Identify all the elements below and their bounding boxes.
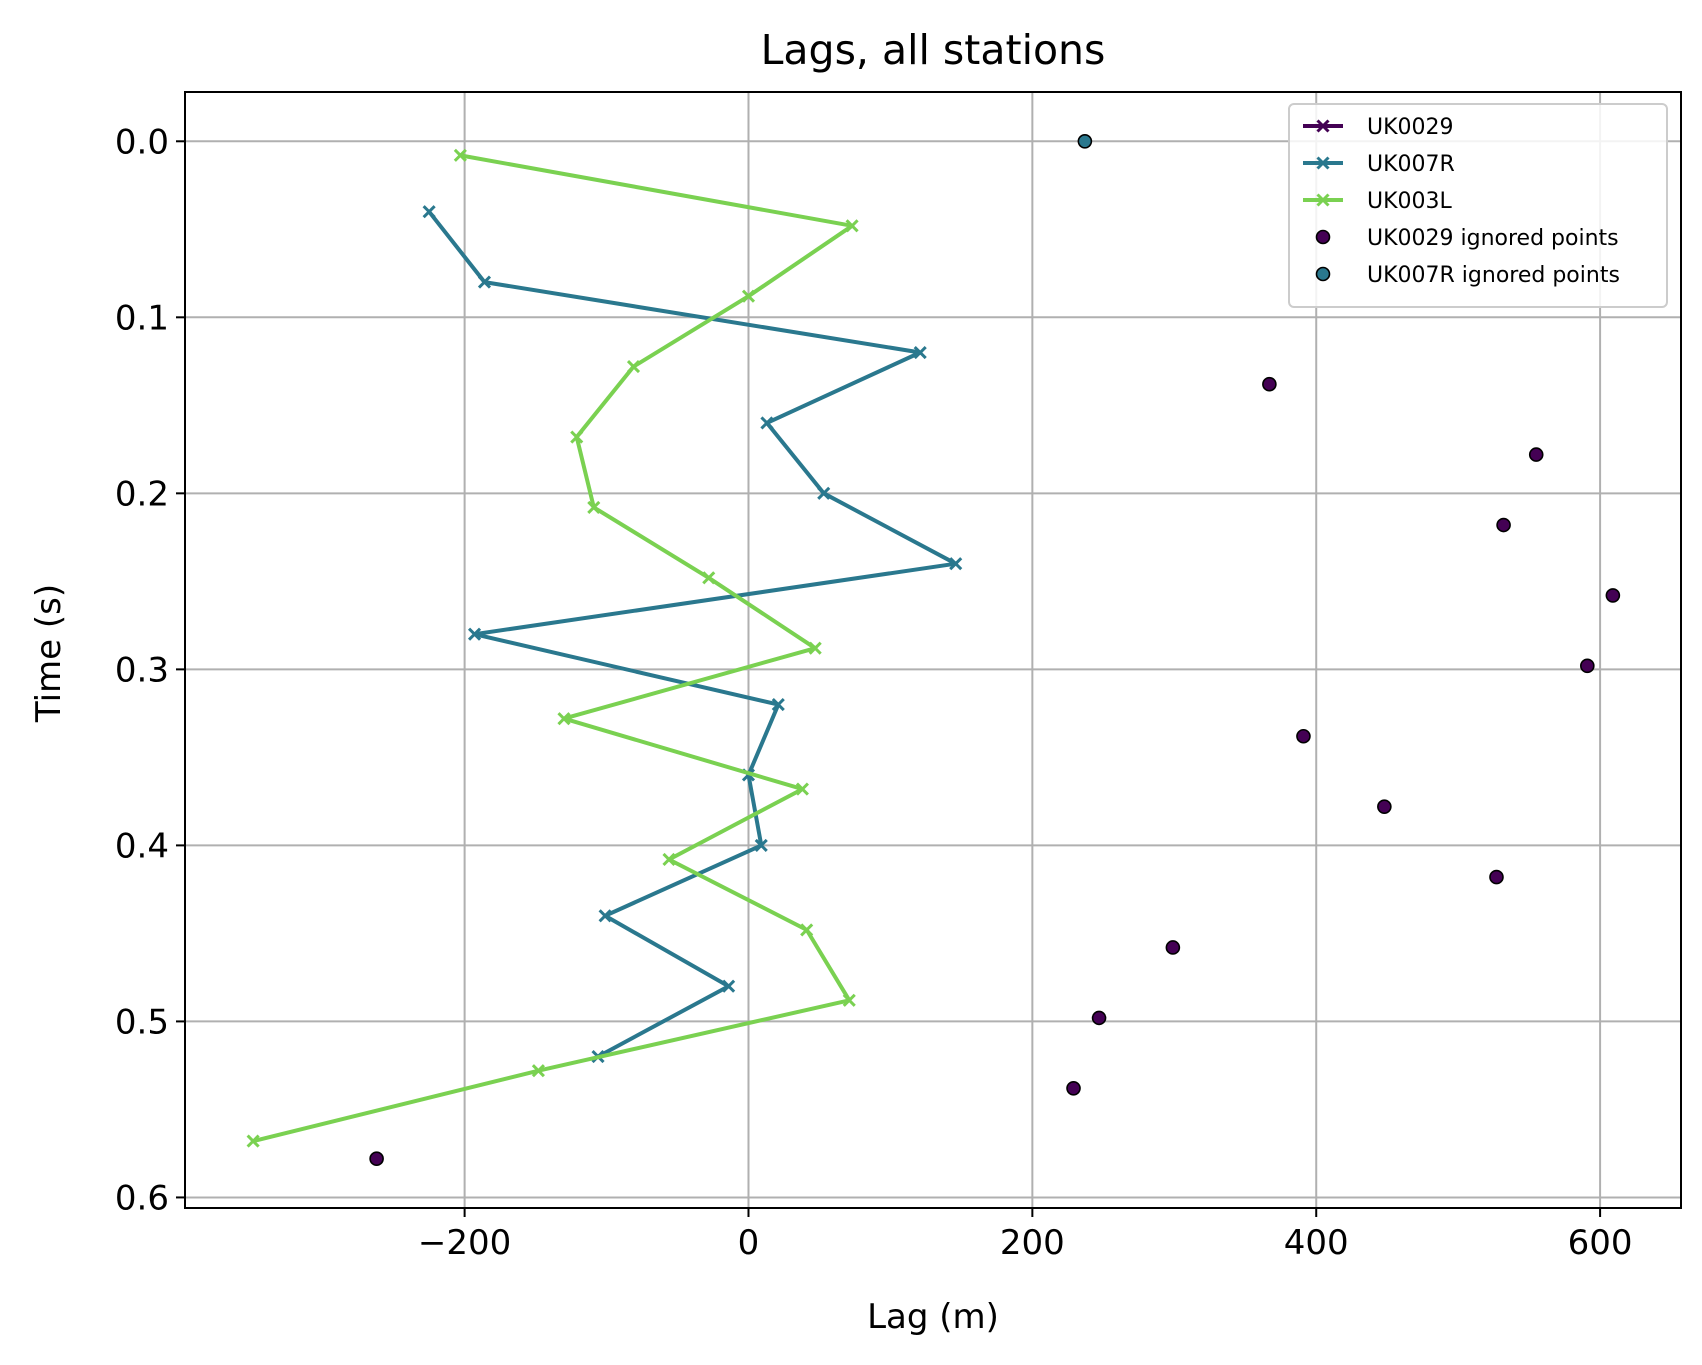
x-axis-label: Lag (m) xyxy=(867,1297,999,1337)
y-tick-label: 0.4 xyxy=(115,826,169,866)
series-line-uk003l xyxy=(251,153,855,1144)
legend-label: UK007R ignored points xyxy=(1367,263,1620,288)
y-tick-label: 0.3 xyxy=(115,650,169,690)
series-line-uk007r xyxy=(427,209,958,1059)
x-tick-label: 200 xyxy=(1000,1223,1065,1263)
data-point-marker xyxy=(800,923,814,937)
legend-marker-swatch xyxy=(1316,156,1330,170)
legend-entry-uk003l: UK003L xyxy=(1303,189,1453,214)
legend-box xyxy=(1288,103,1668,308)
series-uk007r xyxy=(422,205,963,1064)
ignored-point xyxy=(1528,447,1544,462)
data-point-marker xyxy=(626,360,641,374)
y-tick-label: 0.5 xyxy=(115,1002,169,1042)
legend-entry-uk007r: UK007R xyxy=(1303,152,1455,177)
legend-label: UK007R xyxy=(1367,152,1455,177)
data-point-marker xyxy=(741,289,756,303)
data-point-marker xyxy=(842,993,856,1007)
grid xyxy=(185,92,1681,1208)
data-point-marker xyxy=(702,571,716,585)
data-point-marker xyxy=(817,486,831,500)
y-tick-label: 0.0 xyxy=(115,122,169,162)
legend-label: UK0029 xyxy=(1367,115,1454,140)
data-point-marker xyxy=(754,838,768,852)
legend-point-swatch xyxy=(1315,229,1331,245)
y-tick-label: 0.2 xyxy=(115,474,169,514)
series-uk0029-ignored-points xyxy=(369,376,1621,1167)
data-point-marker xyxy=(795,782,809,796)
ignored-point xyxy=(369,1151,384,1167)
ignored-point xyxy=(1091,1010,1107,1026)
ignored-point xyxy=(1489,869,1504,885)
x-tick-label: 400 xyxy=(1284,1223,1349,1263)
ignored-point xyxy=(1580,658,1595,674)
series-uk007r-ignored-points xyxy=(1077,133,1093,149)
data-point-marker xyxy=(477,275,492,289)
ignored-point xyxy=(1496,517,1511,533)
legend-marker-swatch xyxy=(1316,119,1330,133)
axis-ticks: −200 0 200 400 600 0.0 0.1 0.2 0.3 0.4 0.5 0.6 xyxy=(115,122,1633,1263)
data-point-marker xyxy=(467,627,482,641)
y-tick-label: 0.1 xyxy=(115,298,169,338)
ignored-point xyxy=(1066,1081,1081,1096)
data-point-marker xyxy=(570,430,584,444)
legend-entry-uk007r-ignored-points: UK007R ignored points xyxy=(1315,263,1620,288)
ignored-point xyxy=(1605,588,1621,603)
data-point-marker xyxy=(587,500,601,514)
legend-entry-uk0029: UK0029 xyxy=(1303,115,1454,140)
ignored-point xyxy=(1262,376,1277,392)
x-tick-label: 600 xyxy=(1568,1223,1633,1263)
legend-marker-swatch xyxy=(1316,193,1330,207)
ignored-point xyxy=(1377,799,1392,814)
data-point-marker xyxy=(949,557,963,571)
legend-entry-uk0029-ignored-points: UK0029 ignored points xyxy=(1315,226,1619,251)
ignored-point xyxy=(1165,940,1181,955)
ignored-point xyxy=(1077,133,1093,149)
data-point-marker xyxy=(598,909,612,923)
x-tick-label: −200 xyxy=(418,1223,511,1263)
y-tick-label: 0.6 xyxy=(115,1178,169,1218)
legend-label: UK0029 ignored points xyxy=(1367,226,1619,251)
data-point-marker xyxy=(760,416,774,430)
data-point-marker xyxy=(246,1134,260,1148)
data-point-marker xyxy=(422,205,436,219)
data-point-marker xyxy=(453,148,467,162)
data-point-marker xyxy=(808,641,822,655)
ignored-point xyxy=(1296,728,1311,744)
data-point-marker xyxy=(662,852,676,867)
chart-title: Lags, all stations xyxy=(761,26,1106,74)
y-axis-label: Time (s) xyxy=(29,584,69,723)
data-point-marker xyxy=(913,345,927,360)
series-uk003l xyxy=(246,148,859,1148)
x-tick-label: 0 xyxy=(738,1223,760,1263)
plot-series xyxy=(246,133,1621,1167)
legend-label: UK003L xyxy=(1367,189,1453,214)
plot-frame xyxy=(184,91,1682,1209)
data-point-marker xyxy=(557,712,571,726)
data-point-marker xyxy=(722,979,736,993)
data-point-marker xyxy=(845,219,859,233)
data-point-marker xyxy=(771,698,785,712)
legend: UK0029 UK007R UK003L UK0029 ignored points U… xyxy=(1288,103,1668,308)
data-point-marker xyxy=(531,1064,545,1078)
legend-point-swatch xyxy=(1315,266,1331,282)
